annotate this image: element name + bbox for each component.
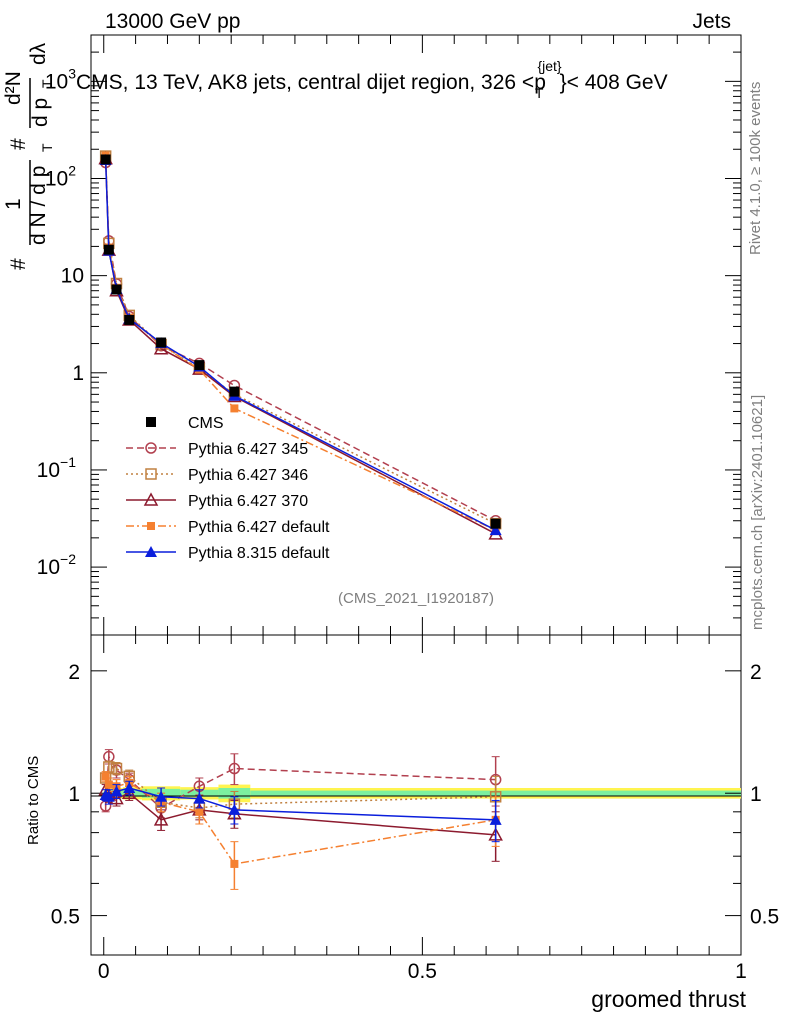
legend-marker: [145, 468, 157, 480]
legend-marker: [147, 522, 155, 530]
ylabel-rhs-num: d²N: [2, 71, 25, 105]
ratio-data-point: [101, 772, 110, 781]
legend-entry: CMS: [146, 415, 224, 432]
ylabel-lhs-den: d N / d p: [27, 166, 50, 245]
legend-entry: Pythia 8.315 default: [126, 545, 330, 562]
series-line: [104, 159, 496, 531]
ratio-y-axis-label: Ratio to CMS: [25, 756, 42, 845]
legend-entry: Pythia 6.427 346: [126, 467, 308, 484]
ylabel-lhs-sub: T: [39, 143, 55, 152]
legend-label: Pythia 6.427 370: [188, 493, 308, 510]
ratio-data-point: [110, 785, 123, 797]
legend-marker: [145, 546, 157, 557]
ylabel-lhs-num: 1: [2, 198, 25, 210]
ratio-data-point: [489, 813, 502, 825]
plot-title-p: p: [534, 71, 546, 94]
data-point: [103, 244, 114, 255]
ratio-data-point: [123, 781, 136, 793]
ylabel-rhs-den: d p: [29, 98, 52, 127]
legend: CMS Pythia 6.427 345 Pythia 6.427 346 Pythi…: [126, 415, 330, 562]
ratio-data-point: [230, 859, 239, 868]
main-y-axis-label: # d N / d p T 1 # d p T d²N dλ: [2, 42, 55, 270]
y-tick-label: 1: [72, 362, 84, 385]
plot-title: CMS, 13 TeV, AK8 jets, central dijet reg…: [76, 58, 668, 101]
legend-label: Pythia 6.427 345: [188, 441, 308, 458]
legend-entry: Pythia 6.427 345: [126, 441, 308, 458]
plot-title-sub: T: [535, 85, 544, 101]
y-tick-label: 10: [61, 265, 84, 288]
legend-entry: Pythia 6.427 370: [126, 492, 308, 510]
legend-label: Pythia 6.427 346: [188, 467, 308, 484]
legend-label: Pythia 8.315 default: [188, 545, 330, 562]
ratio-y-tick-label-right: 0.5: [750, 906, 779, 929]
data-point: [124, 314, 135, 325]
ratio-data-point: [110, 762, 123, 775]
data-point: [156, 337, 167, 348]
x-tick-label: 0.5: [408, 960, 437, 983]
ratio-data-point: [104, 780, 113, 789]
series-cms: [100, 154, 501, 529]
y-tick-label: 103: [45, 65, 76, 93]
legend-marker: [146, 417, 156, 427]
ratio-line: [104, 754, 496, 809]
data-point: [100, 154, 111, 165]
ylabel-rhs-sub: T: [39, 79, 55, 88]
y-tick-label: 10−2: [37, 551, 77, 579]
ratio-y-tick-label-right: 2: [750, 661, 762, 684]
ratio-data-point: [228, 762, 241, 775]
side-label-mcplots: mcplots.cern.ch [arXiv:2401.10621]: [749, 395, 766, 630]
header-collision-label: 13000 GeV pp: [105, 10, 240, 33]
ratio-y-tick-label: 2: [68, 661, 80, 684]
ylabel-hash-1: #: [7, 258, 30, 270]
legend-marker: [143, 492, 159, 506]
side-label-rivet: Rivet 4.1.0, ≥ 100k events: [747, 82, 764, 255]
data-point: [490, 518, 501, 529]
main-series-group: [98, 150, 503, 540]
plot-title-sup: {jet}: [537, 58, 561, 74]
data-point: [230, 404, 239, 413]
analysis-tag: (CMS_2021_I1920187): [338, 590, 494, 607]
legend-marker: [145, 442, 157, 454]
x-tick-label: 0: [98, 960, 110, 983]
y-tick-label: 102: [45, 163, 76, 191]
ylabel-dlambda: dλ: [27, 42, 50, 65]
data-point: [229, 386, 240, 397]
y-tick-label: 10−1: [37, 454, 77, 482]
plot-title-prefix: CMS, 13 TeV, AK8 jets, central dijet reg…: [76, 71, 534, 94]
ylabel-hash-2: #: [7, 138, 30, 150]
legend-label: CMS: [188, 415, 224, 432]
legend-entry: Pythia 6.427 default: [126, 519, 330, 536]
ratio-data-point: [193, 792, 206, 804]
data-point: [489, 524, 502, 536]
ratio-y-tick-label: 1: [68, 783, 80, 806]
data-point: [111, 284, 122, 295]
x-axis-label: groomed thrust: [591, 986, 746, 1012]
tick-labels: 10−2 10−1 1 10 102 103 0.5 0.5 1 1 2 2 0 0.5 1: [37, 65, 780, 983]
ratio-y-tick-label: 0.5: [51, 906, 80, 929]
data-point: [194, 360, 205, 371]
legend-label: Pythia 6.427 default: [188, 519, 330, 536]
plot-title-suffix: }< 408 GeV: [560, 71, 668, 94]
ratio-series-group: [98, 749, 503, 890]
ratio-data-point: [153, 812, 169, 826]
ratio-series-pythia-8-315-default: [99, 780, 502, 843]
header-observable-label: Jets: [692, 10, 731, 33]
ratio-data-point: [102, 790, 115, 802]
ratio-y-tick-label-right: 1: [750, 783, 762, 806]
ratio-data-point: [155, 790, 168, 802]
axis-ticks: [91, 34, 742, 956]
ratio-data-point: [195, 807, 204, 816]
ratio-data-point: [228, 803, 241, 815]
x-tick-label: 1: [735, 960, 747, 983]
